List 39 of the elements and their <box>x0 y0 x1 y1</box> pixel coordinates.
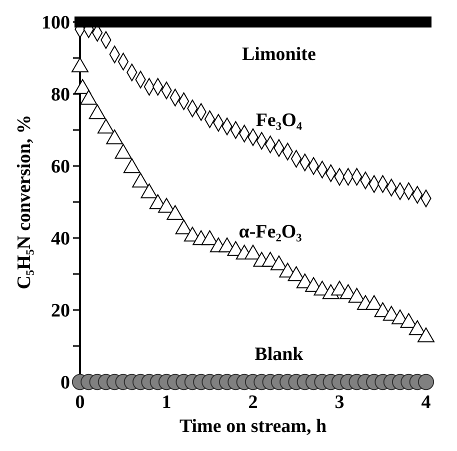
point <box>140 184 158 198</box>
x-tick-label: 1 <box>162 392 172 413</box>
point <box>97 118 114 134</box>
point <box>72 58 88 72</box>
point <box>270 256 288 270</box>
point <box>123 158 140 174</box>
y-tick-label: 100 <box>42 12 70 34</box>
series-label: Fe₃O₄ <box>256 110 302 131</box>
point <box>175 220 192 234</box>
x-axis-title: Time on stream, h <box>179 416 327 437</box>
y-tick-label: 80 <box>51 84 70 106</box>
point <box>418 374 434 390</box>
point <box>288 266 305 282</box>
point <box>132 172 150 188</box>
point <box>74 79 92 94</box>
series-label: α-Fe₂O₃ <box>238 222 302 243</box>
y-tick-label: 60 <box>51 156 70 178</box>
y-tick-label: 20 <box>51 300 70 322</box>
point <box>106 130 124 144</box>
point <box>201 230 218 246</box>
y-tick-label: 0 <box>60 372 70 394</box>
point <box>244 244 262 260</box>
x-tick-label: 0 <box>75 392 85 413</box>
series-label: Blank <box>254 344 304 365</box>
x-tick-label: 3 <box>334 392 344 413</box>
point <box>88 104 106 120</box>
y-tick-label: 40 <box>51 228 70 250</box>
point <box>418 328 434 342</box>
y-axis-title: C₅H₅N conversion, % <box>14 114 35 290</box>
point <box>114 144 132 159</box>
point <box>80 90 98 105</box>
point <box>400 313 418 328</box>
point <box>166 205 184 220</box>
point <box>408 320 426 336</box>
point <box>348 288 366 303</box>
point <box>158 198 175 213</box>
x-tick-label: 4 <box>421 392 432 413</box>
series-label: Limonite <box>242 44 316 65</box>
x-tick-label: 2 <box>248 392 258 413</box>
